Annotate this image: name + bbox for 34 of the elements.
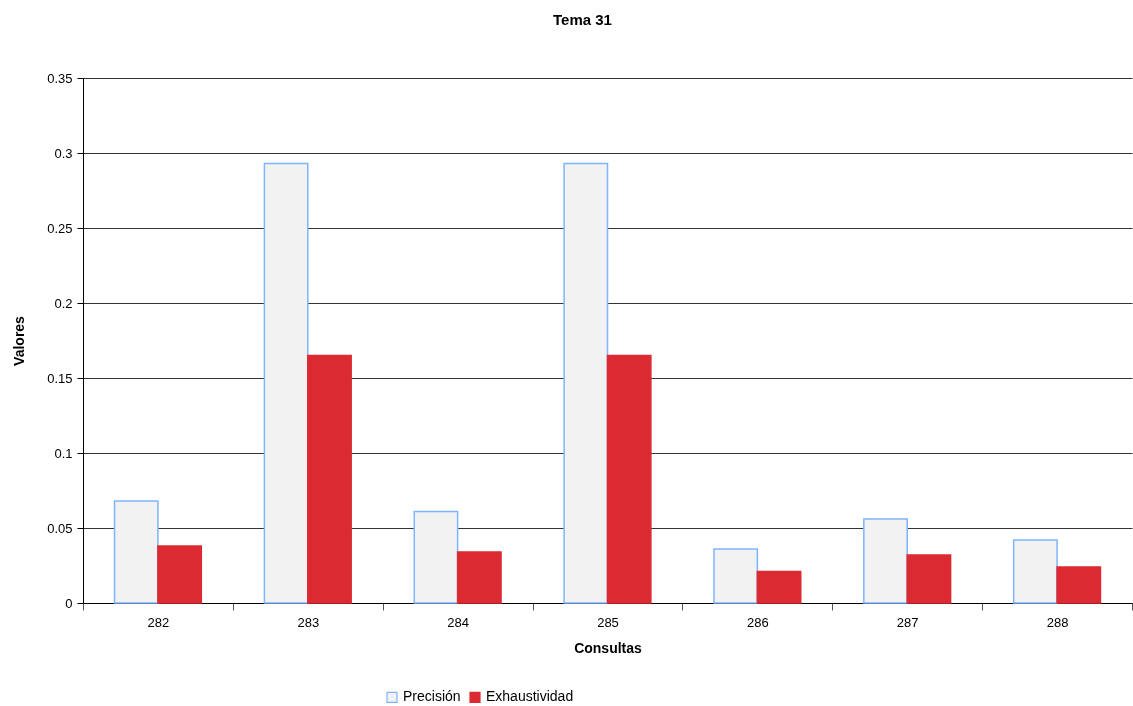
bar <box>713 548 759 604</box>
chart-title: Tema 31 <box>553 11 612 28</box>
bar <box>113 500 159 604</box>
legend-label: Exhaustividad <box>486 688 574 705</box>
x-tick-label: 288 <box>1046 614 1069 630</box>
bar <box>1056 566 1102 604</box>
bar <box>906 554 952 604</box>
y-tick-label: 0.2 <box>54 295 73 311</box>
y-tick-label: 0.3 <box>54 145 73 161</box>
x-tick-label: 286 <box>747 614 769 630</box>
x-axis-title: Consultas <box>574 639 643 656</box>
y-tick-label: 0.1 <box>54 445 73 461</box>
bar <box>157 545 203 604</box>
y-axis-title: Valores <box>11 315 28 366</box>
y-tick-label: 0 <box>65 595 73 611</box>
bar <box>563 162 609 604</box>
bar <box>413 510 459 604</box>
legend-label: Precisión <box>403 688 461 705</box>
bar <box>863 518 908 604</box>
x-tick-label: 283 <box>297 614 320 630</box>
x-tick-label: 287 <box>896 614 919 630</box>
bar <box>263 162 309 604</box>
bar <box>756 570 802 604</box>
bar <box>1012 539 1058 604</box>
y-tick-label: 0.25 <box>47 220 73 236</box>
y-tick-label: 0.05 <box>47 520 73 536</box>
bar <box>307 354 352 604</box>
bar <box>606 354 652 604</box>
x-tick-label: 284 <box>447 614 469 630</box>
bar <box>456 551 502 604</box>
y-tick-label: 0.15 <box>47 370 73 386</box>
x-tick-label: 285 <box>597 614 619 630</box>
y-tick-label: 0.35 <box>47 70 73 86</box>
x-tick-label: 282 <box>147 614 170 630</box>
